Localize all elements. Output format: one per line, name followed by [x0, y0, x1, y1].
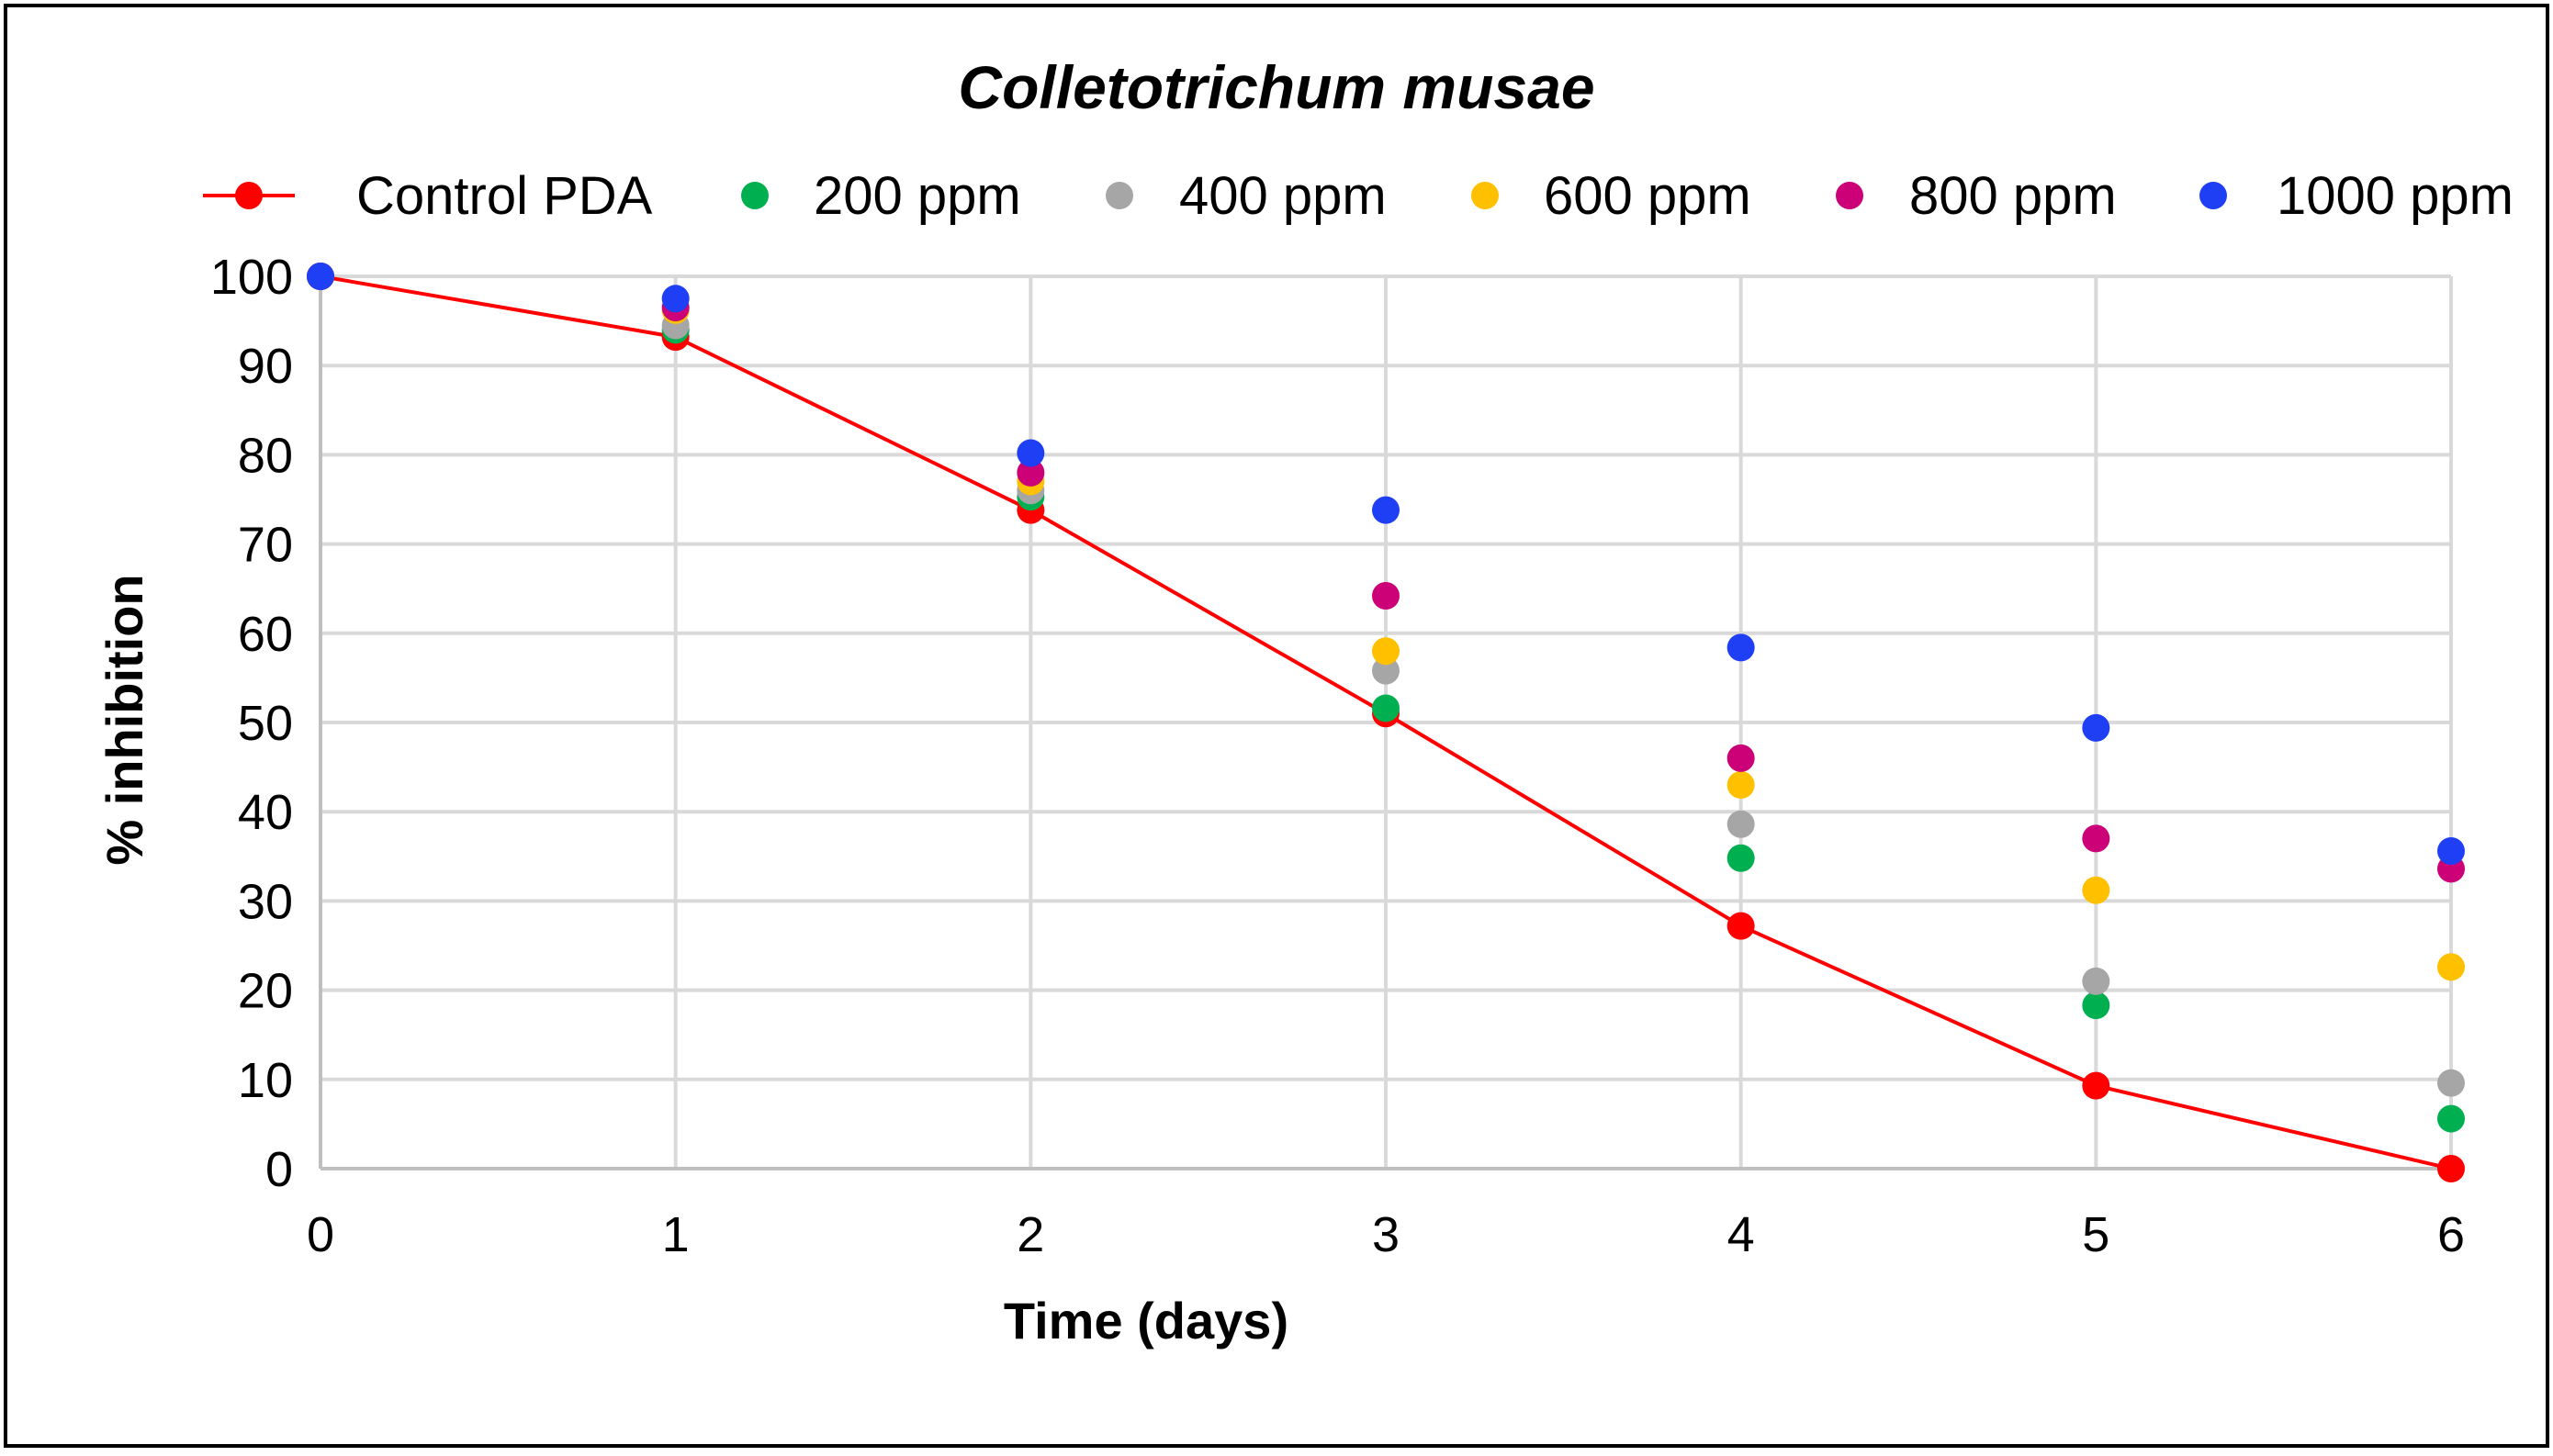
- legend-label: 1000 ppm: [2277, 166, 2514, 226]
- x-tick-label: 5: [2082, 1207, 2109, 1262]
- legend-marker-swatch: [235, 182, 263, 209]
- data-point: [1726, 912, 1755, 940]
- data-point: [1017, 458, 1045, 487]
- data-point: [1726, 810, 1755, 838]
- y-tick-label: 90: [238, 339, 293, 394]
- legend-marker-swatch: [1471, 182, 1499, 209]
- y-tick-label: 0: [265, 1142, 293, 1197]
- legend-item: 800 ppm: [1836, 166, 2117, 226]
- y-tick-label: 80: [238, 428, 293, 483]
- legend-item: 1000 ppm: [2199, 166, 2514, 226]
- legend-marker-swatch: [2199, 182, 2227, 209]
- data-point: [2082, 824, 2110, 853]
- x-tick-label: 2: [1017, 1207, 1044, 1262]
- data-point: [2437, 1069, 2465, 1097]
- legend-marker-swatch: [741, 182, 769, 209]
- x-tick-label: 1: [662, 1207, 690, 1262]
- data-point: [661, 285, 690, 313]
- y-tick-label: 100: [210, 250, 293, 305]
- data-point: [2437, 1155, 2465, 1182]
- y-tick-label: 40: [238, 785, 293, 840]
- y-axis-title: % inhibition: [96, 574, 153, 865]
- data-point: [2082, 713, 2110, 742]
- series-1000-ppm: [307, 263, 2465, 865]
- y-tick-label: 70: [238, 518, 293, 573]
- legend-marker-swatch: [1106, 182, 1133, 209]
- legend-label: 600 ppm: [1544, 166, 1751, 226]
- legend-label: Control PDA: [356, 166, 653, 226]
- data-point: [2437, 1104, 2465, 1133]
- data-point: [1726, 744, 1755, 772]
- data-point: [1372, 694, 1400, 722]
- data-point: [1372, 656, 1400, 685]
- y-tick-label: 10: [238, 1053, 293, 1108]
- legend-label: 800 ppm: [1909, 166, 2117, 226]
- data-point: [1372, 637, 1400, 666]
- y-tick-label: 50: [238, 696, 293, 751]
- chart-title: Colletotrichum musae: [958, 53, 1594, 121]
- legend-item: 400 ppm: [1106, 166, 1387, 226]
- legend-label: 200 ppm: [814, 166, 1021, 226]
- data-point: [1726, 633, 1755, 662]
- legend: Control PDA 200 ppm 400 ppm 600 ppm 800 ppm 1…: [203, 166, 2514, 226]
- x-tick-label: 0: [307, 1207, 334, 1262]
- legend-item: 600 ppm: [1471, 166, 1751, 226]
- legend-item: Control PDA: [203, 166, 653, 226]
- data-point: [1017, 439, 1045, 467]
- legend-label: 400 ppm: [1179, 166, 1387, 226]
- y-tick-label: 30: [238, 874, 293, 929]
- x-tick-label: 3: [1372, 1207, 1400, 1262]
- x-tick-label: 6: [2437, 1207, 2465, 1262]
- chart-frame: [4, 4, 2549, 1448]
- data-point: [1372, 581, 1400, 610]
- data-point: [1372, 496, 1400, 524]
- data-point: [1726, 771, 1755, 800]
- data-point: [2082, 991, 2110, 1020]
- data-point: [2082, 876, 2110, 904]
- y-tick-label: 60: [238, 607, 293, 662]
- x-axis-title: Time (days): [1004, 1292, 1288, 1350]
- data-point: [307, 263, 334, 290]
- data-point: [2437, 836, 2465, 865]
- data-point: [1726, 844, 1755, 872]
- y-tick-label: 20: [238, 964, 293, 1019]
- data-point: [2082, 967, 2110, 995]
- x-tick-label: 4: [1727, 1207, 1755, 1262]
- legend-marker-swatch: [1836, 182, 1863, 209]
- legend-item: 200 ppm: [741, 166, 1021, 226]
- axes: 0 10 20 30 40 50 60 70 80 90 100 0 1 2 3 4 5 6: [210, 250, 2465, 1262]
- series-layer: [307, 263, 2465, 1182]
- data-point: [2437, 953, 2465, 981]
- data-point: [2082, 1071, 2110, 1100]
